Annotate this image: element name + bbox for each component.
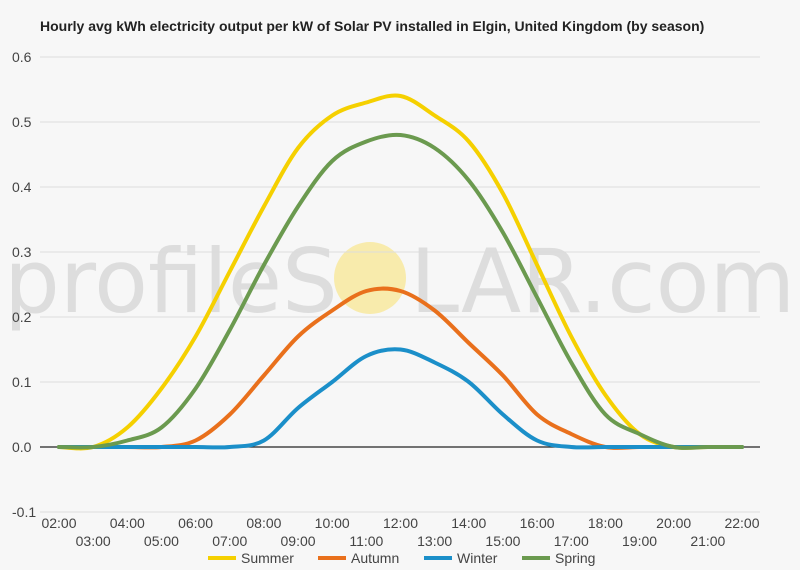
x-tick-label: 09:00 (281, 533, 316, 549)
legend-label-spring: Spring (555, 550, 595, 566)
y-tick-label: 0.3 (12, 244, 32, 260)
x-tick-label: 07:00 (212, 533, 247, 549)
x-tick-label: 08:00 (246, 515, 281, 531)
series-lines (57, 93, 744, 451)
watermark-text-right: LAR.com (410, 230, 795, 333)
legend-label-summer: Summer (241, 550, 294, 566)
y-axis-ticks: 0.6 0.5 0.4 0.3 0.2 0.1 0.0 -0.1 (12, 49, 36, 520)
y-tick-label: 0.1 (12, 374, 32, 390)
y-tick-label: 0.0 (12, 439, 32, 455)
x-tick-label: 16:00 (520, 515, 555, 531)
watermark: profileS LAR.com (4, 230, 795, 333)
series-line-spring (57, 132, 744, 450)
x-tick-label: 13:00 (417, 533, 452, 549)
x-tick-label: 15:00 (485, 533, 520, 549)
x-tick-label: 20:00 (656, 515, 691, 531)
chart-title: Hourly avg kWh electricity output per kW… (40, 18, 705, 34)
x-tick-label: 18:00 (588, 515, 623, 531)
y-tick-label: 0.5 (12, 114, 32, 130)
series-line-summer (57, 93, 744, 451)
x-tick-label: 19:00 (622, 533, 657, 549)
watermark-text-left: profileS (4, 230, 338, 333)
x-tick-label: 02:00 (41, 515, 76, 531)
x-tick-label: 17:00 (554, 533, 589, 549)
x-tick-label: 21:00 (690, 533, 725, 549)
y-tick-label: 0.6 (12, 49, 32, 65)
x-tick-label: 14:00 (451, 515, 486, 531)
y-tick-label: 0.2 (12, 309, 32, 325)
x-tick-label: 03:00 (76, 533, 111, 549)
x-tick-label: 12:00 (383, 515, 418, 531)
x-tick-label: 10:00 (315, 515, 350, 531)
x-tick-label: 04:00 (110, 515, 145, 531)
x-tick-label: 11:00 (349, 533, 383, 549)
x-tick-label: 05:00 (144, 533, 179, 549)
legend-label-autumn: Autumn (351, 550, 399, 566)
x-tick-label: 06:00 (178, 515, 213, 531)
x-tick-label: 22:00 (724, 515, 759, 531)
legend-label-winter: Winter (457, 550, 498, 566)
y-tick-label: 0.4 (12, 179, 32, 195)
series-line-winter (57, 347, 744, 450)
legend: Summer Autumn Winter Spring (208, 550, 595, 566)
y-tick-label: -0.1 (12, 504, 36, 520)
